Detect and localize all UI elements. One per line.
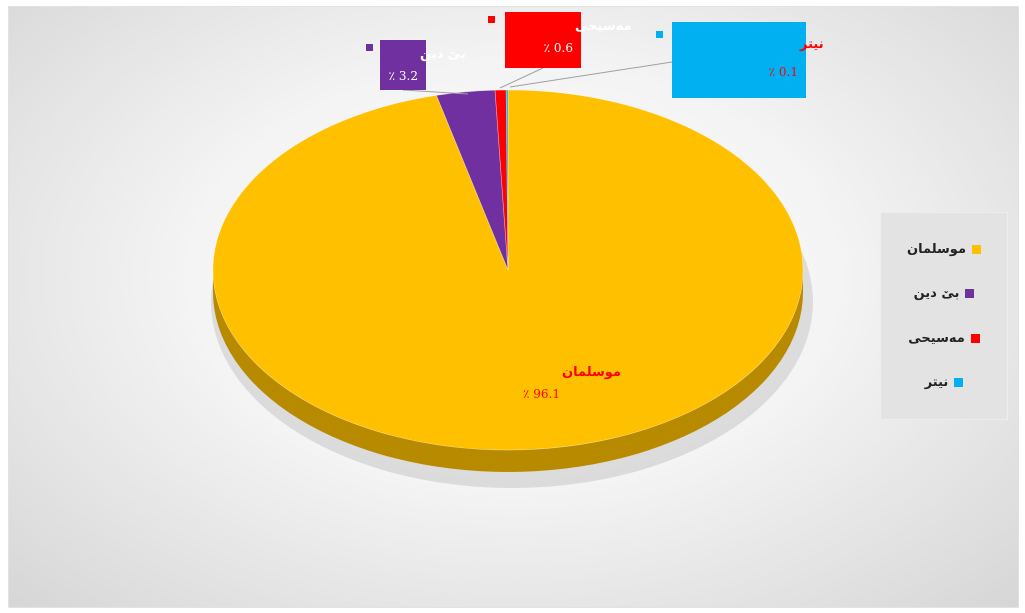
legend-item-irreligious: بێ دین [891, 286, 997, 301]
legend-label-muslim: موسلمان [907, 241, 966, 257]
legend-label-other: نیتر [924, 375, 949, 391]
data-label-value-other: ٪ 0.1 [769, 65, 798, 79]
data-label-name-christian: مەسیحی [575, 19, 632, 34]
data-label-marker-christian [488, 16, 495, 23]
legend-swatch-irreligious [965, 289, 975, 299]
legend-item-christian: مەسیحی [891, 331, 997, 346]
data-label-box-irreligious [380, 40, 426, 90]
data-label-marker-other [656, 31, 663, 38]
data-label-name-other: نیتر [799, 37, 824, 52]
legend-label-christian: مەسیحی [908, 330, 965, 346]
data-label-marker-irreligious [366, 44, 373, 51]
data-label-box-muslim [516, 358, 568, 406]
legend-item-muslim: موسلمان [891, 242, 997, 257]
legend-swatch-muslim [972, 244, 981, 254]
legend-label-irreligious: بێ دین [913, 286, 960, 302]
legend-swatch-christian [970, 333, 980, 343]
pie-slice-other [505, 89, 509, 271]
data-label-value-muslim: ٪ 96.1 [523, 387, 560, 401]
data-label-box-other [672, 22, 806, 98]
leader-line-irreligious [402, 89, 469, 95]
legend: موسلمان بێ دین مەسیحی نیتر [880, 212, 1008, 420]
data-label-name-muslim: موسلمان [562, 365, 621, 380]
data-label-name-irreligious: بێ دین [420, 47, 466, 62]
data-label-value-irreligious: ٪ 3.2 [389, 69, 418, 83]
data-label-value-christian: ٪ 0.6 [544, 41, 573, 55]
legend-swatch-other [954, 378, 964, 388]
data-label-box-christian [505, 12, 581, 68]
leader-line-christian [499, 67, 544, 89]
leader-line-other [509, 61, 673, 88]
legend-item-other: نیتر [891, 375, 997, 390]
